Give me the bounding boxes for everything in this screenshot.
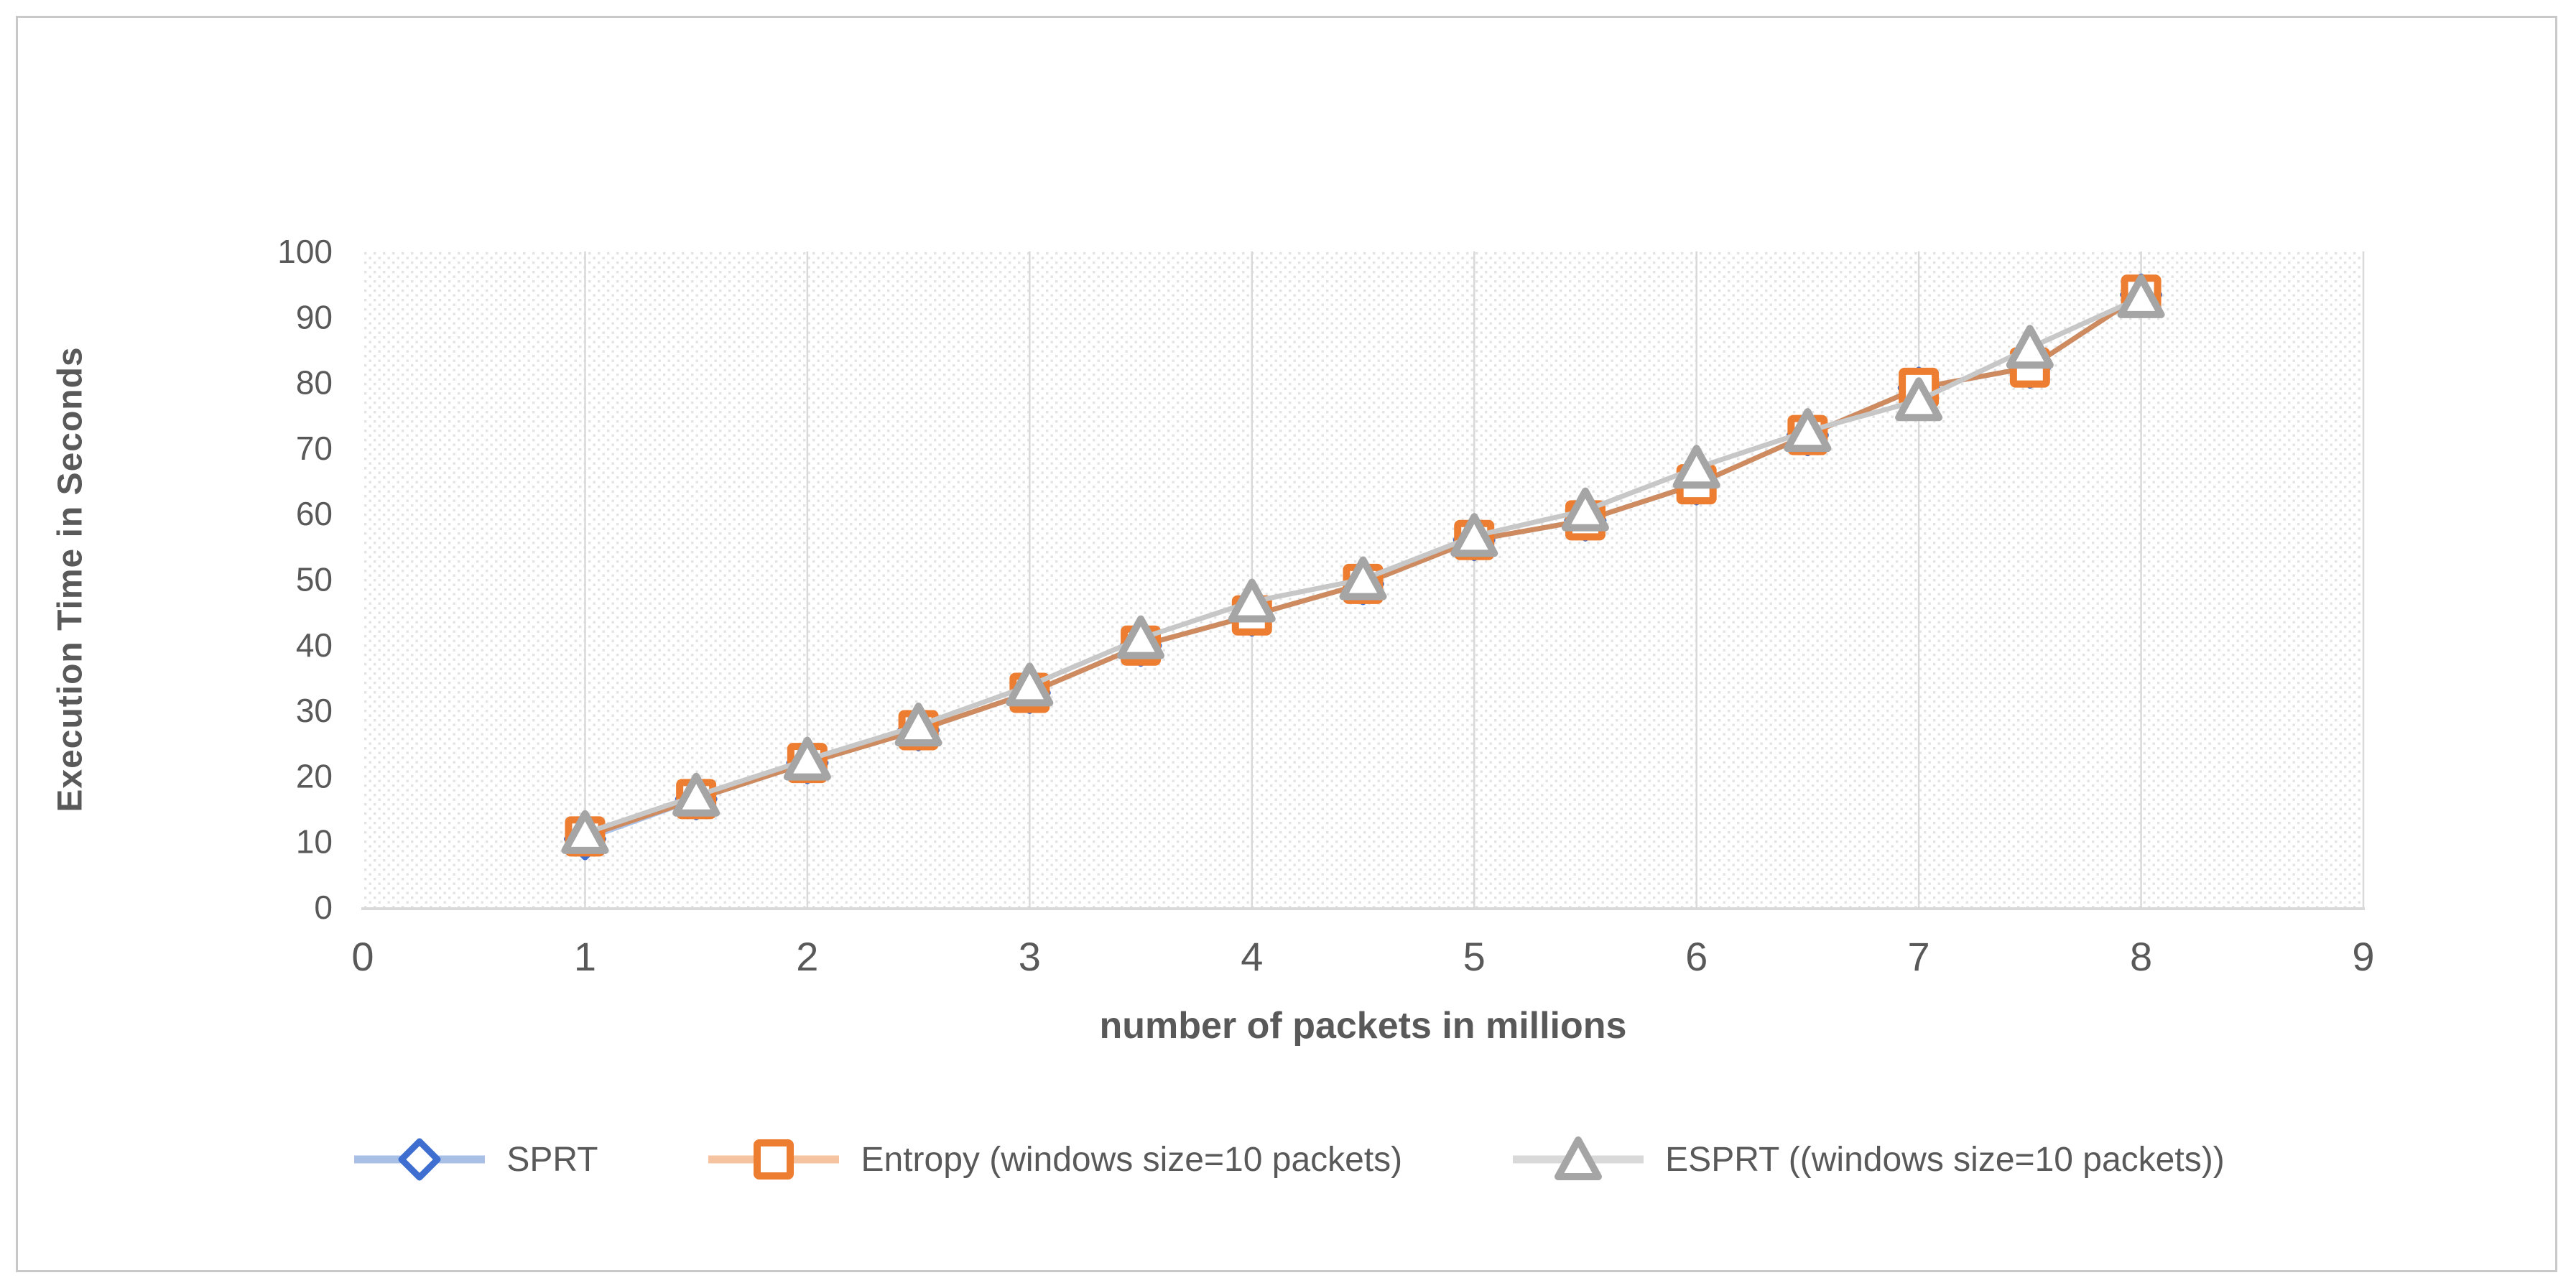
y-tick-label-50: 50 — [296, 561, 333, 598]
y-tick-label-80: 80 — [296, 364, 333, 402]
point-2-13-triangle-marker-icon — [2006, 325, 2054, 369]
point-2-1-triangle-marker-icon — [672, 772, 721, 817]
point-2-12-triangle-marker-icon — [1895, 377, 1943, 422]
point-2-11-triangle-marker-icon — [1784, 408, 1832, 453]
legend: SPRT Entropy (windows size=10 packets) E… — [0, 1134, 2576, 1185]
point-2-3-triangle-marker-icon — [894, 703, 942, 747]
legend-swatch — [354, 1138, 486, 1181]
point-2-6-triangle-marker-icon — [1228, 578, 1276, 623]
legend-label-esprt: ESPRT ((windows size=10 packets)) — [1665, 1140, 2225, 1179]
y-axis-title-text: Execution Time in Seconds — [51, 346, 90, 812]
legend-item-entropy: Entropy (windows size=10 packets) — [705, 1134, 1402, 1185]
point-2-7-triangle-marker-icon — [1339, 556, 1387, 601]
series-esprt — [561, 274, 2165, 854]
x-tick-label-3: 3 — [1019, 934, 1041, 979]
x-tick-label-9: 9 — [2352, 934, 2374, 979]
y-tick-label-10: 10 — [296, 823, 333, 861]
legend-item-sprt: SPRT — [351, 1134, 598, 1185]
x-tick-label-1: 1 — [574, 934, 596, 979]
y-tick-label-20: 20 — [296, 757, 333, 794]
y-axis-title: Execution Time in Seconds — [34, 251, 106, 907]
legend-label-entropy: Entropy (windows size=10 packets) — [861, 1140, 1403, 1179]
entropy-square-marker-icon — [705, 1134, 842, 1185]
y-tick-label-60: 60 — [296, 495, 333, 532]
point-2-0-triangle-marker-icon — [561, 810, 609, 854]
legend-triangle-marker-icon — [1555, 1136, 1603, 1180]
point-2-4-triangle-marker-icon — [1006, 662, 1054, 707]
x-tick-label-7: 7 — [1908, 934, 1930, 979]
point-2-2-triangle-marker-icon — [783, 736, 831, 781]
y-tick-label-70: 70 — [296, 430, 333, 467]
y-tick-label-30: 30 — [296, 692, 333, 729]
legend-square-marker-icon — [754, 1139, 794, 1180]
legend-item-esprt: ESPRT ((windows size=10 packets)) — [1510, 1134, 2225, 1185]
legend-swatch — [708, 1139, 840, 1180]
x-tick-label-8: 8 — [2130, 934, 2152, 979]
x-tick-label-5: 5 — [1463, 934, 1486, 979]
y-tick-label-40: 40 — [296, 626, 333, 664]
y-tick-label-90: 90 — [296, 298, 333, 335]
point-2-10-triangle-marker-icon — [1672, 445, 1720, 489]
sprt-diamond-marker-icon — [351, 1134, 488, 1185]
x-tick-label-6: 6 — [1685, 934, 1708, 979]
x-tick-label-4: 4 — [1241, 934, 1263, 979]
point-2-9-triangle-marker-icon — [1561, 487, 1609, 532]
y-tick-label-100: 100 — [277, 233, 333, 270]
point-2-8-triangle-marker-icon — [1450, 513, 1498, 557]
x-tick-label-0: 0 — [351, 934, 374, 979]
x-tick-label-2: 2 — [796, 934, 818, 979]
x-axis-title: number of packets in millions — [1099, 1005, 1627, 1047]
esprt-triangle-marker-icon — [1510, 1134, 1646, 1185]
legend-diamond-marker-icon — [398, 1138, 441, 1181]
point-2-14-triangle-marker-icon — [2117, 274, 2165, 318]
y-tick-label-0: 0 — [314, 889, 333, 926]
legend-swatch — [1513, 1136, 1644, 1180]
point-2-5-triangle-marker-icon — [1117, 615, 1165, 659]
legend-label-sprt: SPRT — [506, 1140, 598, 1179]
